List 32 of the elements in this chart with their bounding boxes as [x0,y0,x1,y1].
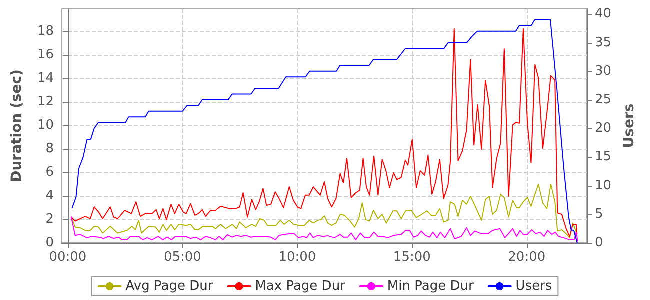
y-tick-label: 2 [46,212,54,227]
y2-tick-label: 35 [595,35,612,50]
y-tick-label: 12 [37,94,54,110]
y2-tick-label: 25 [595,92,612,108]
x-tick-label: 00:00 [49,250,87,265]
y2-tick-label: 40 [595,6,612,22]
y-tick-label: 0 [46,236,54,250]
y-tick-label: 14 [37,70,54,86]
y-tick-label: 18 [37,24,54,39]
y2-tick-label: 5 [595,206,604,222]
x-tick-label: 05:00 [164,250,202,265]
line-series [70,216,578,242]
y2-tick-label: 30 [595,64,612,79]
legend-label: Users [516,279,552,294]
line-series [70,184,577,238]
y-tick-label: 8 [46,141,54,156]
legend-label: Avg Page Dur [126,279,214,294]
x-tick-label: 15:00 [393,250,431,265]
y2-axis-title: Users [621,104,638,148]
y2-tick-label: 0 [595,236,604,250]
y-tick-label: 10 [37,118,54,133]
legend-label: Min Page Dur [387,279,474,294]
y-tick-label: 4 [46,188,54,204]
y-axis-title: Duration (sec) [9,70,25,182]
y-tick-label: 6 [46,164,54,180]
x-tick-label: 10:00 [278,250,316,265]
y2-tick-label: 20 [595,121,612,136]
y2-tick-label: 15 [595,150,612,165]
x-tick-label: 20:00 [508,250,546,265]
y2-tick-label: 10 [595,178,612,194]
legend-label: Max Page Dur [255,279,346,294]
y-tick-label: 16 [37,47,54,62]
